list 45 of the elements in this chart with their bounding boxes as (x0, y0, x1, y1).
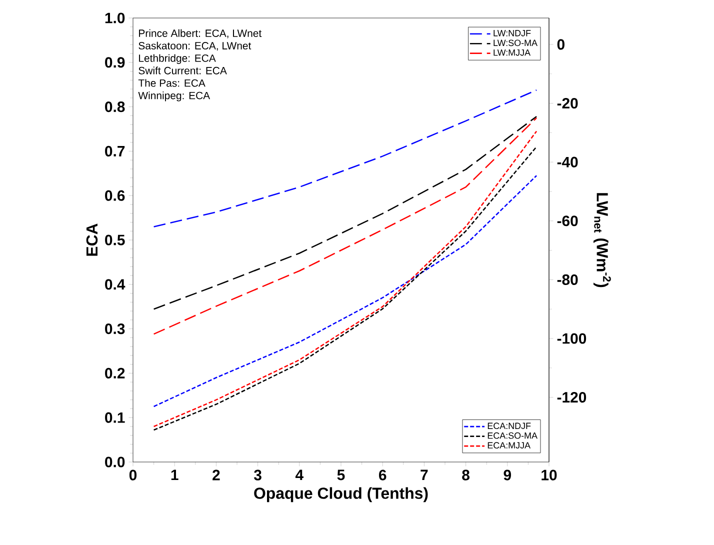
x-tick-label: 6 (378, 470, 386, 480)
x-tick-label: 2 (212, 470, 220, 480)
y2-axis-title: LW$_{net}$ (Wm$^{-2}$) (594, 193, 611, 288)
y-axis-title: ECA (86, 224, 98, 256)
y2-tick-label: -80 (557, 274, 578, 285)
y2-tick-label: -120 (557, 392, 586, 403)
y-tick-label: 0.4 (105, 279, 126, 290)
y-tick-label: 0.6 (105, 190, 125, 201)
legend-label: LW:SO-MA (494, 40, 538, 46)
y-tick-label: 0.9 (105, 57, 125, 68)
y2-tick-label: -40 (557, 156, 578, 168)
x-axis-title: Opaque Cloud (Tenths) (254, 487, 428, 502)
y2-tick-label: -20 (557, 98, 578, 109)
y2-tick-label: 0 (557, 39, 564, 50)
x-tick-label: 8 (462, 470, 470, 480)
annotation: The Pas: ECA (138, 79, 206, 87)
legend-label: LW:NDJF (494, 30, 531, 36)
y2-tick-label: -60 (557, 216, 578, 226)
annotation: Prince Albert: ECA, LWnet (139, 29, 262, 38)
x-tick-label: 0 (129, 470, 137, 480)
y2-tick-label: -100 (557, 333, 586, 344)
x-tick-label: 10 (542, 470, 557, 480)
annotation: Saskatoon: ECA, LWnet (138, 42, 252, 51)
y-tick-label: 0.3 (105, 323, 125, 334)
legend-label: ECA:SO-MA (488, 432, 538, 439)
legend-label: ECA:NDJF (488, 422, 531, 430)
x-tick-label: 7 (420, 470, 428, 480)
legend-label: ECA:MJJA (488, 442, 531, 449)
legend-label: LW:MJJA (494, 49, 531, 56)
annotation: Winnipeg: ECA (138, 92, 210, 102)
x-tick-label: 1 (171, 470, 178, 480)
y-tick-label: 0.7 (105, 146, 125, 156)
y-tick-label: 0.8 (105, 102, 125, 112)
x-tick-label: 5 (337, 470, 345, 480)
line-series (153, 174, 538, 408)
y-tick-label: 0.1 (105, 412, 125, 423)
x-tick-label: 4 (295, 470, 304, 480)
annotation: Swift Current: ECA (138, 66, 227, 74)
annotation: Lethbridge: ECA (139, 54, 216, 64)
y-tick-label: 1.0 (105, 12, 125, 24)
y-tick-label: 0.5 (105, 234, 125, 246)
y-tick-label: 0.0 (105, 456, 125, 468)
y-tick-label: 0.2 (105, 368, 125, 378)
x-tick-label: 3 (254, 470, 262, 480)
x-tick-label: 9 (504, 470, 511, 480)
